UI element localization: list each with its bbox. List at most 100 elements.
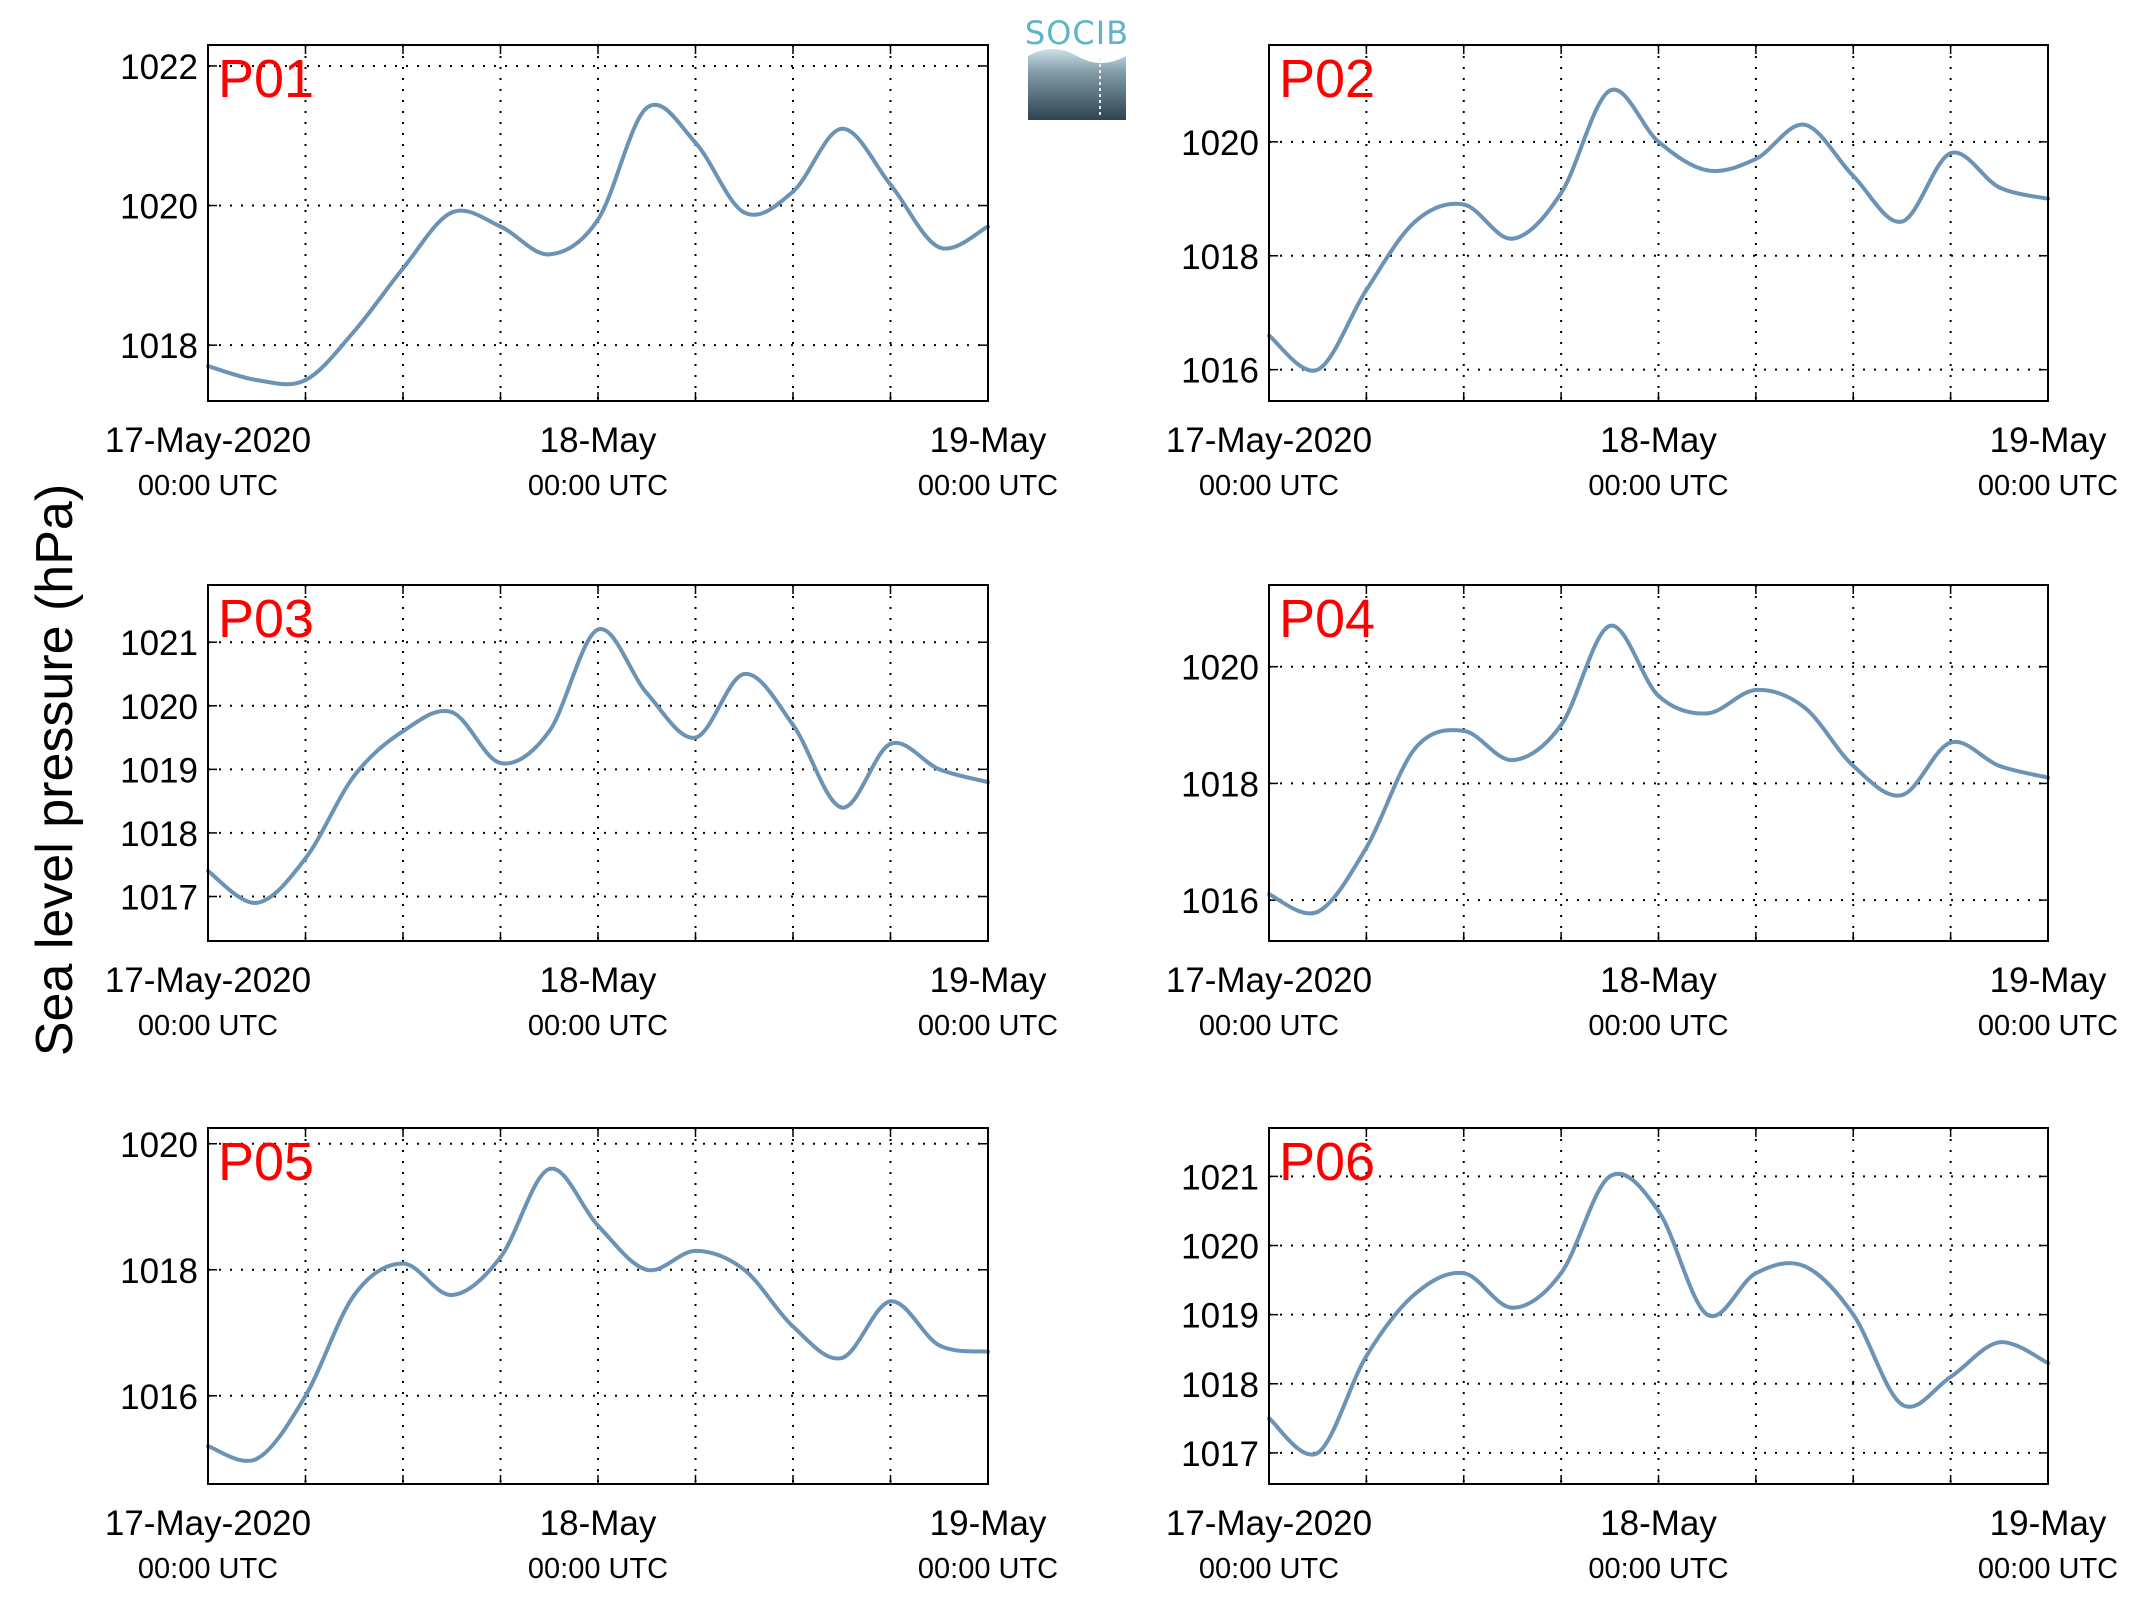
data-point	[693, 735, 698, 740]
data-point	[644, 691, 649, 696]
plot-frame	[1268, 44, 2049, 402]
data-point	[888, 182, 893, 187]
data-point	[1510, 236, 1515, 241]
y-tick-label: 1020	[120, 688, 198, 727]
data-point	[1899, 219, 1904, 224]
data-point	[1753, 156, 1758, 161]
data-point	[1364, 1354, 1369, 1359]
y-tick-label: 1019	[1181, 1297, 1259, 1336]
data-point	[449, 210, 454, 215]
y-tick-label: 1021	[120, 624, 198, 663]
data-point	[303, 1393, 308, 1398]
data-point	[1948, 1374, 1953, 1379]
data-point	[1413, 746, 1418, 751]
x-tick-label-time: 00:00 UTC	[918, 1010, 1058, 1042]
data-point	[547, 1166, 552, 1171]
data-point	[839, 1355, 844, 1360]
plot-frame	[207, 1127, 989, 1485]
plot-frame	[1268, 1127, 2049, 1485]
x-tick-label-time: 00:00 UTC	[1588, 470, 1728, 502]
y-tick-label: 1016	[1181, 882, 1259, 921]
data-point	[1705, 1312, 1710, 1317]
data-point	[303, 856, 308, 861]
data-point	[839, 126, 844, 131]
x-tick-label-date: 19-May	[930, 961, 1047, 1000]
panel-p03: 1017 1018 1019 1020 1021 P03 17-May-2020 00:00 …	[105, 584, 1058, 1042]
data-point	[1315, 1450, 1320, 1455]
data-point	[401, 1261, 405, 1266]
x-tick-label-time: 00:00 UTC	[1978, 1010, 2118, 1042]
panel-label: P04	[1279, 589, 1375, 649]
data-point	[1948, 151, 1953, 156]
x-tick-label-time: 00:00 UTC	[528, 1010, 668, 1042]
data-point	[254, 900, 259, 905]
data-point	[1802, 122, 1807, 127]
y-tick-label: 1018	[1181, 765, 1259, 804]
data-point	[644, 1267, 649, 1272]
x-tick-label-date: 18-May	[1600, 1504, 1717, 1543]
y-tick-label: 1020	[1181, 1228, 1259, 1267]
data-point	[839, 805, 844, 810]
y-tick-label: 1016	[1181, 352, 1259, 391]
data-point	[449, 710, 454, 715]
data-point	[1705, 711, 1710, 716]
x-tick-label-time: 00:00 UTC	[1588, 1010, 1728, 1042]
series-line	[1267, 87, 2049, 373]
data-point	[1753, 1271, 1758, 1276]
data-point	[1997, 763, 2002, 768]
x-tick-label-time: 00:00 UTC	[1199, 470, 1339, 502]
data-point	[498, 1255, 503, 1260]
x-tick-label-date: 19-May	[1990, 421, 2107, 460]
data-point	[547, 252, 552, 257]
data-point	[1851, 763, 1856, 768]
data-point	[937, 245, 942, 250]
panel-label: P05	[218, 1132, 314, 1192]
plot-frame	[1268, 584, 2049, 942]
y-tick-label: 1018	[1181, 238, 1259, 277]
y-tick-label: 1022	[120, 48, 198, 87]
panel-label: P02	[1279, 49, 1375, 109]
data-point	[1364, 845, 1369, 850]
y-tick-label: 1019	[120, 751, 198, 790]
data-point	[1802, 705, 1807, 710]
x-tick-label-date: 19-May	[930, 1504, 1047, 1543]
data-point	[937, 767, 942, 772]
data-point	[1899, 1402, 1904, 1407]
y-tick-label: 1017	[1181, 1435, 1259, 1474]
plot-frame	[207, 584, 989, 942]
x-tick-label-date: 17-May-2020	[105, 961, 311, 1000]
data-point	[1607, 623, 1612, 628]
data-point	[1948, 740, 1953, 745]
x-tick-label-time: 00:00 UTC	[528, 1553, 668, 1585]
data-point	[1899, 793, 1904, 798]
data-point	[401, 266, 405, 271]
data-point	[1656, 139, 1661, 144]
data-point	[1461, 728, 1466, 733]
plot-frame	[207, 44, 989, 402]
data-point	[401, 729, 405, 734]
data-point	[1559, 191, 1564, 196]
data-point	[1461, 202, 1466, 207]
data-point	[693, 140, 698, 145]
y-tick-label: 1020	[120, 188, 198, 227]
data-point	[888, 741, 893, 746]
panel-label: P01	[218, 49, 314, 109]
data-point	[742, 1267, 747, 1272]
y-tick-label: 1018	[120, 327, 198, 366]
panel-label: P06	[1279, 1132, 1375, 1192]
x-tick-label-date: 17-May-2020	[105, 421, 311, 460]
data-point	[498, 761, 503, 765]
data-point	[1364, 287, 1369, 292]
x-tick-label-time: 00:00 UTC	[528, 470, 668, 502]
data-point	[1510, 1305, 1515, 1310]
x-tick-label-time: 00:00 UTC	[918, 470, 1058, 502]
data-point	[1997, 1340, 2002, 1345]
x-tick-label-time: 00:00 UTC	[1199, 1010, 1339, 1042]
data-point	[1461, 1271, 1466, 1276]
data-point	[1656, 1208, 1661, 1213]
data-point	[498, 224, 503, 229]
data-point	[888, 1299, 893, 1304]
y-tick-label: 1016	[120, 1378, 198, 1417]
data-point	[1413, 1291, 1418, 1296]
